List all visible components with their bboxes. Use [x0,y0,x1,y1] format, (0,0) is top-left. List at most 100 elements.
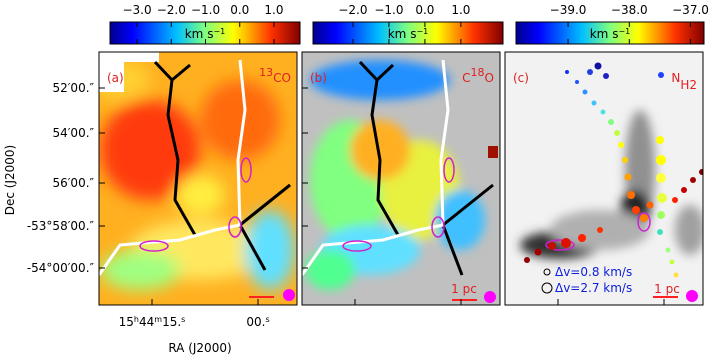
y-tick-label: -53°58′00.″ [27,219,95,233]
velocity-dot [614,130,620,136]
x-tick-label: 15h44m15.s [119,315,186,330]
colorbar-tick-label: −3.0 [122,3,151,17]
velocity-dot [597,227,603,233]
velocity-dot [624,173,632,181]
velocity-dot [524,257,530,263]
colorbar [109,21,301,45]
colorbar-tick-label: −39.0 [550,3,587,17]
velocity-dot [548,242,556,250]
velocity-dot [603,73,609,79]
text-part: −1 [416,27,428,36]
panel-label: (a) [107,71,124,85]
colorbar [515,21,705,45]
velocity-dot [561,238,571,248]
x-tick-label: 00.s [246,315,269,330]
velocity-dot [622,157,628,163]
velocity-dot [534,248,542,256]
text-part: s [265,315,269,324]
scale-bar-label: 1 pc [654,282,680,296]
y-tick-label: 52′00.″ [52,81,94,95]
velocity-dot [594,62,602,70]
colorbar-tick-label: −38.0 [611,3,648,17]
text-part: CO [273,71,291,85]
text-part: 13 [259,66,273,79]
colorbar-tick-label: −37.0 [672,3,709,17]
velocity-dot [575,80,579,84]
velocity-dot [578,234,586,242]
text-part: H2 [680,78,697,92]
y-tick-label: 56′00.″ [52,176,94,190]
text-part: −1 [213,27,225,36]
velocity-dot [640,214,648,222]
text-part: C [462,71,470,85]
tracer-label: C18O [462,66,494,86]
text-part: km s [590,27,619,41]
colorbar-tick-label: −2.0 [157,3,186,17]
colorbar-tick-label: −1.0 [374,3,403,17]
text-part: O [485,71,494,85]
velocity-dot [657,211,665,219]
text-part: 00. [246,315,265,329]
panel-label: (c) [513,71,529,85]
velocity-dot [587,69,593,75]
colorbar-tick-label: 1.0 [264,3,283,17]
velocity-dot [665,247,671,253]
colorbar-tick-label: 0.0 [415,3,434,17]
tracer-label: 13CO [259,66,291,86]
velocity-dot [627,191,635,199]
panel-label: (b) [310,71,327,85]
colorbar-unit: km s−1 [388,27,429,42]
y-tick-label: -54°00′00.″ [27,261,95,275]
colorbar-tick-label: −2.0 [338,3,367,17]
velocity-dot [656,136,664,144]
velocity-dot [591,100,597,106]
velocity-dot [632,206,640,214]
velocity-dot [657,229,663,235]
text-part: h [134,315,139,324]
text-part: −1 [618,27,630,36]
text-part: 44 [139,315,154,329]
y-tick-label: 54′00.″ [52,126,94,140]
frames [98,51,704,306]
text-part: km s [185,27,214,41]
scale-bar-label: 1 pc [451,282,477,296]
velocity-dot [699,169,703,175]
map-c [505,52,703,305]
velocity-dot [656,155,666,165]
velocity-dot [672,197,678,203]
velocity-dot [608,119,614,125]
velocity-dot [618,142,624,148]
text-part: m [154,315,162,324]
velocity-dot [646,201,654,209]
map-a [99,52,297,305]
colorbar-tick-label: 0.0 [230,3,249,17]
colorbar [312,21,504,45]
velocity-dot [658,72,664,78]
velocity-dot [656,173,666,183]
velocity-dot [673,272,679,278]
velocity-dot [690,177,696,183]
y-axis-label: Dec (J2000) [3,145,17,215]
text-part: s [181,315,185,324]
text-part: N [671,71,680,85]
velocity-dot [582,89,588,95]
text-part: 18 [471,66,485,79]
velocity-dot [657,193,667,203]
velocity-dot [600,109,606,115]
x-axis-label: RA (J2000) [168,341,231,355]
text-part: 15 [119,315,134,329]
legend-label: Δv=0.8 km/s [555,265,632,279]
text-part: km s [388,27,417,41]
velocity-dot [565,70,569,74]
text-part: 15. [162,315,181,329]
legend-label: Δv=2.7 km/s [555,281,632,295]
colorbar-unit: km s−1 [185,27,226,42]
tracer-label: NH2 [671,71,697,92]
colorbar-unit: km s−1 [590,27,631,42]
velocity-dot [681,187,687,193]
velocity-dot [669,259,675,265]
colorbar-tick-label: 1.0 [451,3,470,17]
map-b [302,52,500,305]
colorbar-tick-label: −1.0 [191,3,220,17]
